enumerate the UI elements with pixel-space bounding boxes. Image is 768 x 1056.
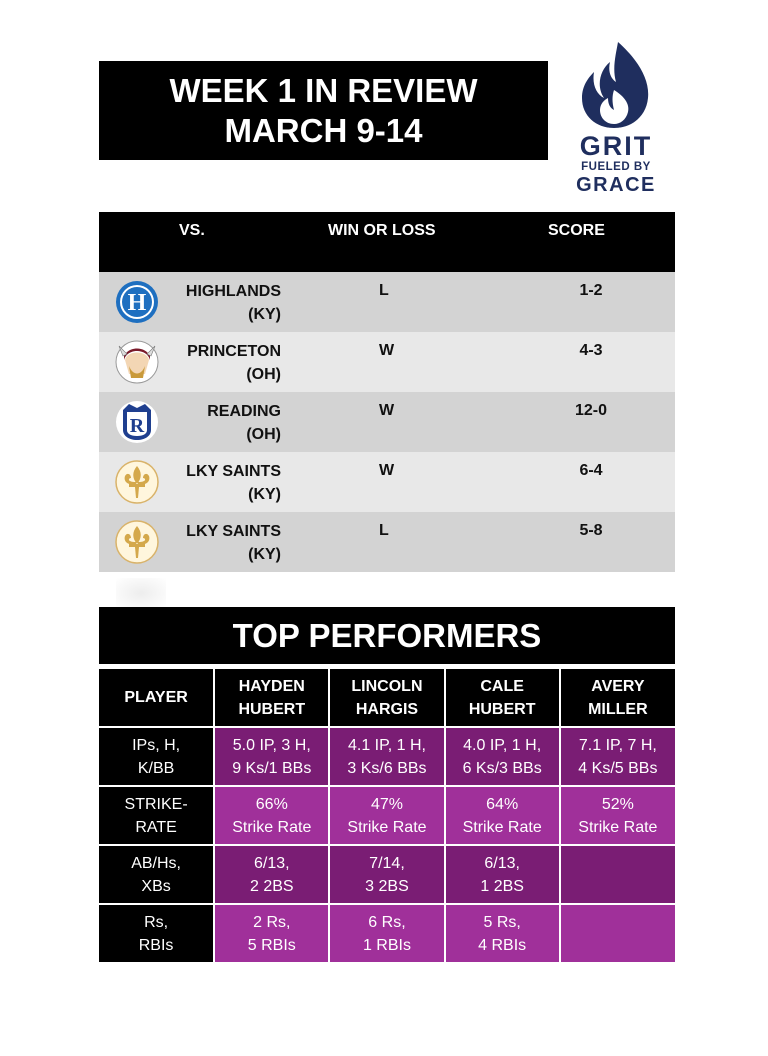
stat-row: IPs, H, K/BB 5.0 IP, 3 H, 9 Ks/1 BBs 4.1 I… bbox=[99, 726, 675, 786]
player-header: PLAYER bbox=[99, 667, 215, 727]
team-name: PRINCETON (OH) bbox=[187, 343, 281, 383]
game-result: W bbox=[379, 342, 395, 359]
game-result: L bbox=[379, 522, 389, 539]
performers-header-row: PLAYER HAYDEN HUBERT LINCOLN HARGIS CALE HU… bbox=[99, 667, 675, 727]
flame-icon bbox=[582, 42, 649, 128]
stat-cell: 47% Strike Rate bbox=[328, 785, 445, 845]
stat-cell: 7.1 IP, 7 H, 4 Ks/5 BBs bbox=[558, 726, 675, 786]
stat-cell: 2 Rs, 5 RBIs bbox=[213, 903, 330, 962]
stat-cell: 4.1 IP, 1 H, 3 Ks/6 BBs bbox=[328, 726, 445, 786]
team-name: LKY SAINTS (KY) bbox=[186, 523, 281, 563]
stat-label: AB/Hs, XBs bbox=[99, 844, 215, 904]
stat-label: IPs, H, K/BB bbox=[99, 726, 215, 786]
grit-logo: GRIT FUELED BY GRACE bbox=[572, 40, 682, 200]
game-result: W bbox=[379, 402, 395, 419]
logo-wordmark: GRIT FUELED BY GRACE bbox=[572, 132, 660, 196]
stat-label: Rs, RBIs bbox=[99, 903, 215, 962]
highlands-h-icon: H bbox=[116, 281, 158, 323]
team-name: HIGHLANDS (KY) bbox=[185, 283, 281, 323]
game-score: 12-0 bbox=[574, 402, 608, 419]
stat-cell-empty bbox=[558, 903, 675, 962]
game-score: 6-4 bbox=[579, 462, 603, 479]
performers-table: PLAYER HAYDEN HUBERT LINCOLN HARGIS CALE HU… bbox=[99, 667, 675, 962]
reading-r-icon: R bbox=[116, 401, 158, 443]
svg-text:H: H bbox=[128, 290, 147, 316]
title-line-1: WEEK 1 IN REVIEW bbox=[169, 71, 478, 109]
fleur-de-lis-icon bbox=[115, 460, 159, 504]
logo-grace-text: GRACE bbox=[576, 174, 656, 196]
game-result: L bbox=[379, 282, 389, 299]
game-row: H HIGHLANDS (KY) L 1-2 bbox=[99, 272, 675, 332]
stat-cell: 66% Strike Rate bbox=[213, 785, 330, 845]
header-win-or-loss: WIN OR LOSS bbox=[328, 222, 436, 239]
stat-row: Rs, RBIs 2 Rs, 5 RBIs 6 Rs, 1 RBIs 5 Rs, 4 R… bbox=[99, 903, 675, 962]
logo-grit-text: GRIT bbox=[579, 131, 653, 161]
top-performers: TOP PERFORMERS PLAYER HAYDEN HUBERT LINCO… bbox=[99, 607, 675, 962]
player-name: HAYDEN HUBERT bbox=[213, 667, 330, 727]
stat-cell: 6/13, 2 2BS bbox=[213, 844, 330, 904]
page-title: WEEK 1 IN REVIEW MARCH 9-14 bbox=[99, 61, 548, 160]
stat-row: AB/Hs, XBs 6/13, 2 2BS 7/14, 3 2BS 6/13, 1 2… bbox=[99, 844, 675, 904]
header-score: SCORE bbox=[548, 222, 605, 239]
top-performers-title: TOP PERFORMERS bbox=[99, 607, 675, 664]
game-result: W bbox=[379, 462, 395, 479]
stat-cell: 52% Strike Rate bbox=[558, 785, 675, 845]
game-score: 1-2 bbox=[579, 282, 603, 299]
stat-cell: 5.0 IP, 3 H, 9 Ks/1 BBs bbox=[213, 726, 330, 786]
fleur-de-lis-icon bbox=[115, 520, 159, 564]
viking-icon bbox=[115, 340, 159, 384]
stat-cell-empty bbox=[558, 844, 675, 904]
player-name: AVERY MILLER bbox=[558, 667, 675, 727]
stat-row: STRIKE- RATE 66% Strike Rate 47% Strike Rat… bbox=[99, 785, 675, 845]
stat-cell: 7/14, 3 2BS bbox=[328, 844, 445, 904]
game-row: LKY SAINTS (KY) L 5-8 bbox=[99, 512, 675, 572]
stat-cell: 5 Rs, 4 RBIs bbox=[443, 903, 560, 962]
stat-cell: 6 Rs, 1 RBIs bbox=[328, 903, 445, 962]
game-row: LKY SAINTS (KY) W 6-4 bbox=[99, 452, 675, 512]
player-name: LINCOLN HARGIS bbox=[328, 667, 445, 727]
stat-cell: 6/13, 1 2BS bbox=[443, 844, 560, 904]
team-name: READING (OH) bbox=[207, 403, 281, 443]
title-line-2: MARCH 9-14 bbox=[224, 111, 423, 149]
game-score: 4-3 bbox=[579, 342, 603, 359]
games-header: VS. WIN OR LOSS SCORE bbox=[99, 212, 675, 272]
logo-fueled-text: FUELED BY bbox=[581, 161, 651, 173]
stat-label: STRIKE- RATE bbox=[99, 785, 215, 845]
games-table: VS. WIN OR LOSS SCORE H HIGHLANDS (KY) L … bbox=[99, 212, 675, 572]
game-score: 5-8 bbox=[579, 522, 603, 539]
stat-cell: 4.0 IP, 1 H, 6 Ks/3 BBs bbox=[443, 726, 560, 786]
header-vs: VS. bbox=[179, 222, 205, 239]
team-name: LKY SAINTS (KY) bbox=[186, 463, 281, 503]
stat-cell: 64% Strike Rate bbox=[443, 785, 560, 845]
game-row: R READING (OH) W 12-0 bbox=[99, 392, 675, 452]
player-name: CALE HUBERT bbox=[443, 667, 560, 727]
svg-text:R: R bbox=[130, 415, 145, 437]
decorative-shadow bbox=[116, 578, 166, 608]
game-row: PRINCETON (OH) W 4-3 bbox=[99, 332, 675, 392]
